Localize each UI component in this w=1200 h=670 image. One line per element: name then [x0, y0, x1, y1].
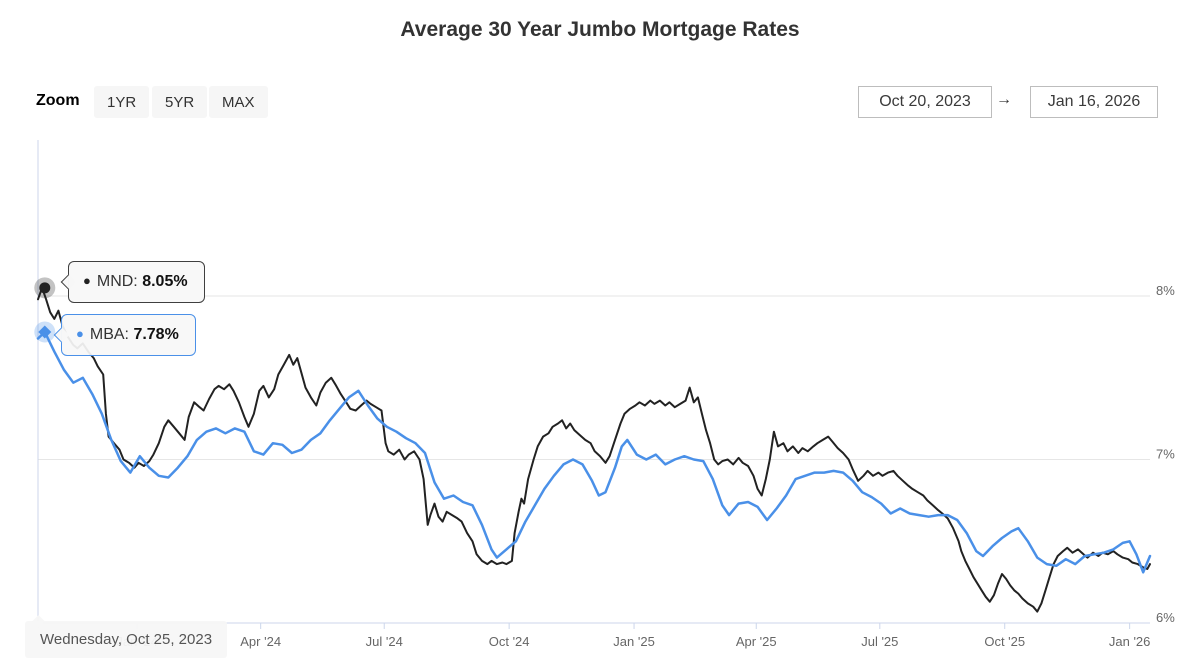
- x-axis-label: Jan '25: [613, 634, 655, 649]
- tooltip-mba-label: MBA:: [89, 326, 129, 343]
- marker-mnd: [39, 282, 51, 294]
- x-axis-label: Oct '25: [984, 634, 1025, 649]
- date-from-input[interactable]: [858, 86, 992, 118]
- zoom-label: Zoom: [36, 92, 80, 109]
- tooltip-mnd-label: MND:: [96, 273, 138, 290]
- y-axis-label: 6%: [1156, 610, 1175, 625]
- zoom-1yr-button[interactable]: 1YR: [94, 86, 150, 118]
- tooltip-mnd: ● MND: 8.05%: [68, 261, 205, 303]
- marker-mba: [38, 325, 52, 339]
- mnd-series-dot-icon: ●: [83, 273, 91, 288]
- x-axis-label: Oct '24: [489, 634, 530, 649]
- date-range-arrow-icon: →: [996, 91, 1012, 108]
- tooltip-mnd-value: 8.05%: [142, 273, 188, 290]
- chart-title: Average 30 Year Jumbo Mortgage Rates: [400, 18, 800, 41]
- tooltip-mba: ● MBA: 7.78%: [61, 314, 196, 356]
- x-axis-label: Jul '24: [366, 634, 403, 649]
- x-axis-label: Apr '24: [240, 634, 281, 649]
- mba-series-dot-icon: ●: [76, 326, 84, 341]
- x-axis-label: Apr '25: [736, 634, 777, 649]
- tooltip-mba-value: 7.78%: [133, 326, 179, 343]
- date-to-input[interactable]: [1030, 86, 1158, 118]
- zoom-5yr-button[interactable]: 5YR: [152, 86, 208, 118]
- series-line-mnd[interactable]: [37, 286, 1151, 613]
- chart-controls: Zoom 1YR 5YR MAX →: [0, 86, 1200, 120]
- y-axis-label: 8%: [1156, 283, 1175, 298]
- x-axis-label: Jan '26: [1109, 634, 1151, 649]
- series-line-mba[interactable]: [36, 330, 1152, 574]
- tooltip-date-label: Wednesday, Oct 25, 2023: [25, 621, 228, 658]
- y-axis-label: 7%: [1156, 447, 1175, 462]
- zoom-max-button[interactable]: MAX: [209, 86, 268, 118]
- x-axis-label: Jul '25: [861, 634, 898, 649]
